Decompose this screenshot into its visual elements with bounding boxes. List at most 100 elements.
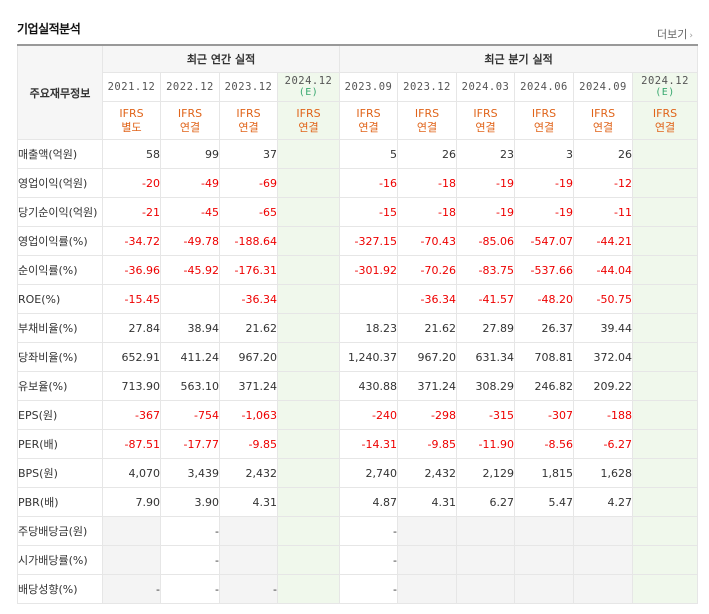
- table-cell: [397, 516, 458, 546]
- column-ifrs: IFRS: [356, 106, 381, 120]
- table-cell: [456, 516, 516, 546]
- table-cell: 713.90: [102, 371, 161, 401]
- table-cell: [160, 284, 220, 314]
- table-cell: -45.92: [160, 255, 220, 285]
- column-ifrs: IFRS: [177, 106, 203, 120]
- table-cell: -20: [102, 168, 161, 198]
- table-cell: -188: [573, 400, 634, 430]
- table-cell: 99: [160, 139, 220, 169]
- column-basis: 연결: [533, 120, 555, 134]
- table-cell: -19: [514, 197, 575, 227]
- table-cell: 5: [339, 139, 399, 169]
- table-cell: [102, 516, 161, 546]
- estimate-marker: (E): [655, 87, 675, 98]
- column-ifrs: IFRS: [473, 106, 498, 120]
- column-date-header: 2021.12: [102, 72, 161, 102]
- table-cell: 18.23: [339, 313, 399, 343]
- column-ifrs: IFRS: [119, 106, 144, 120]
- table-cell: -188.64: [219, 226, 278, 256]
- table-cell: [276, 139, 341, 169]
- table-cell: [456, 545, 516, 575]
- column-date: 2024.09: [579, 81, 627, 93]
- table-cell: [276, 458, 341, 488]
- section-title: 기업실적분석: [17, 22, 81, 36]
- table-cell: 371.24: [397, 371, 458, 401]
- table-cell: -65: [219, 197, 278, 227]
- column-date-header: 2024.12 (E): [276, 72, 341, 102]
- table-cell: [632, 429, 699, 459]
- table-cell: [573, 545, 634, 575]
- column-date: 2024.12: [641, 75, 689, 87]
- more-link-label: 더보기: [657, 28, 688, 41]
- table-cell: [397, 574, 458, 604]
- table-cell: [456, 574, 516, 604]
- column-date-header: 2023.09: [339, 72, 399, 102]
- table-cell: -15.45: [102, 284, 161, 314]
- table-cell: 1,628: [573, 458, 634, 488]
- table-cell: [514, 574, 575, 604]
- table-cell: 3.90: [160, 487, 220, 517]
- table-cell: [219, 545, 278, 575]
- table-cell: 967.20: [397, 342, 458, 372]
- table-row: PER(배) -87.51 -17.77 -9.85 -14.31 -9.85 -11.90…: [17, 429, 699, 459]
- table-cell: -44.21: [573, 226, 634, 256]
- table-cell: 7.90: [102, 487, 161, 517]
- table-cell: -15: [339, 197, 399, 227]
- table-cell: 26.37: [514, 313, 575, 343]
- column-ifrs: IFRS: [590, 106, 616, 120]
- table-cell: [276, 574, 341, 604]
- row-label: 당기순이익(억원): [17, 197, 103, 227]
- table-cell: [276, 516, 341, 546]
- column-ifrs: IFRS: [296, 106, 321, 120]
- table-cell: [632, 313, 699, 343]
- table-cell: [632, 284, 699, 314]
- table-cell: -301.92: [339, 255, 399, 285]
- column-date-header: 2024.03: [456, 72, 516, 102]
- table-row: PBR(배) 7.90 3.90 4.31 4.87 4.31 6.27 5.47 4.27: [17, 487, 699, 517]
- table-cell: -: [339, 545, 399, 575]
- table-cell: -48.20: [514, 284, 575, 314]
- table-cell: -: [219, 574, 278, 604]
- row-label: PBR(배): [17, 487, 103, 517]
- table-cell: -11.90: [456, 429, 516, 459]
- table-cell: -49: [160, 168, 220, 198]
- table-cell: -36.34: [219, 284, 278, 314]
- column-basis: 별도: [121, 120, 142, 134]
- estimate-marker: (E): [298, 87, 319, 98]
- column-date-header: 2024.09: [573, 72, 634, 102]
- table-cell: -87.51: [102, 429, 161, 459]
- table-cell: 4,070: [102, 458, 161, 488]
- row-label: 부채비율(%): [17, 313, 103, 343]
- column-basis: 연결: [358, 120, 379, 134]
- column-date-header: 2023.12: [219, 72, 278, 102]
- column-basis-header: IFRS 연결: [339, 101, 399, 140]
- table-cell: 372.04: [573, 342, 634, 372]
- table-cell: -298: [397, 400, 458, 430]
- table-cell: [219, 516, 278, 546]
- column-date: 2024.12: [284, 75, 333, 87]
- column-basis: 연결: [592, 120, 614, 134]
- table-cell: -21: [102, 197, 161, 227]
- table-cell: [276, 226, 341, 256]
- row-label: 당좌비율(%): [17, 342, 103, 372]
- table-cell: -34.72: [102, 226, 161, 256]
- more-link[interactable]: 더보기 ›: [657, 26, 693, 42]
- table-cell: [102, 545, 161, 575]
- table-cell: 371.24: [219, 371, 278, 401]
- table-row: 당기순이익(억원) -21 -45 -65 -15 -18 -19 -19 -11: [17, 197, 699, 227]
- column-basis-header: IFRS 연결: [514, 101, 575, 140]
- table-cell: -11: [573, 197, 634, 227]
- table-cell: 4.31: [397, 487, 458, 517]
- table-cell: -19: [456, 197, 516, 227]
- table-cell: 23: [456, 139, 516, 169]
- table-row: 배당성향(%) - - - -: [17, 574, 699, 604]
- table-cell: 26: [573, 139, 634, 169]
- table-cell: 1,240.37: [339, 342, 399, 372]
- table-cell: -315: [456, 400, 516, 430]
- table-cell: [573, 516, 634, 546]
- table-cell: -45: [160, 197, 220, 227]
- table-cell: -: [339, 574, 399, 604]
- table-cell: [514, 516, 575, 546]
- table-row: ROE(%) -15.45 -36.34 -36.34 -41.57 -48.20 -50.…: [17, 284, 699, 314]
- table-cell: -9.85: [397, 429, 458, 459]
